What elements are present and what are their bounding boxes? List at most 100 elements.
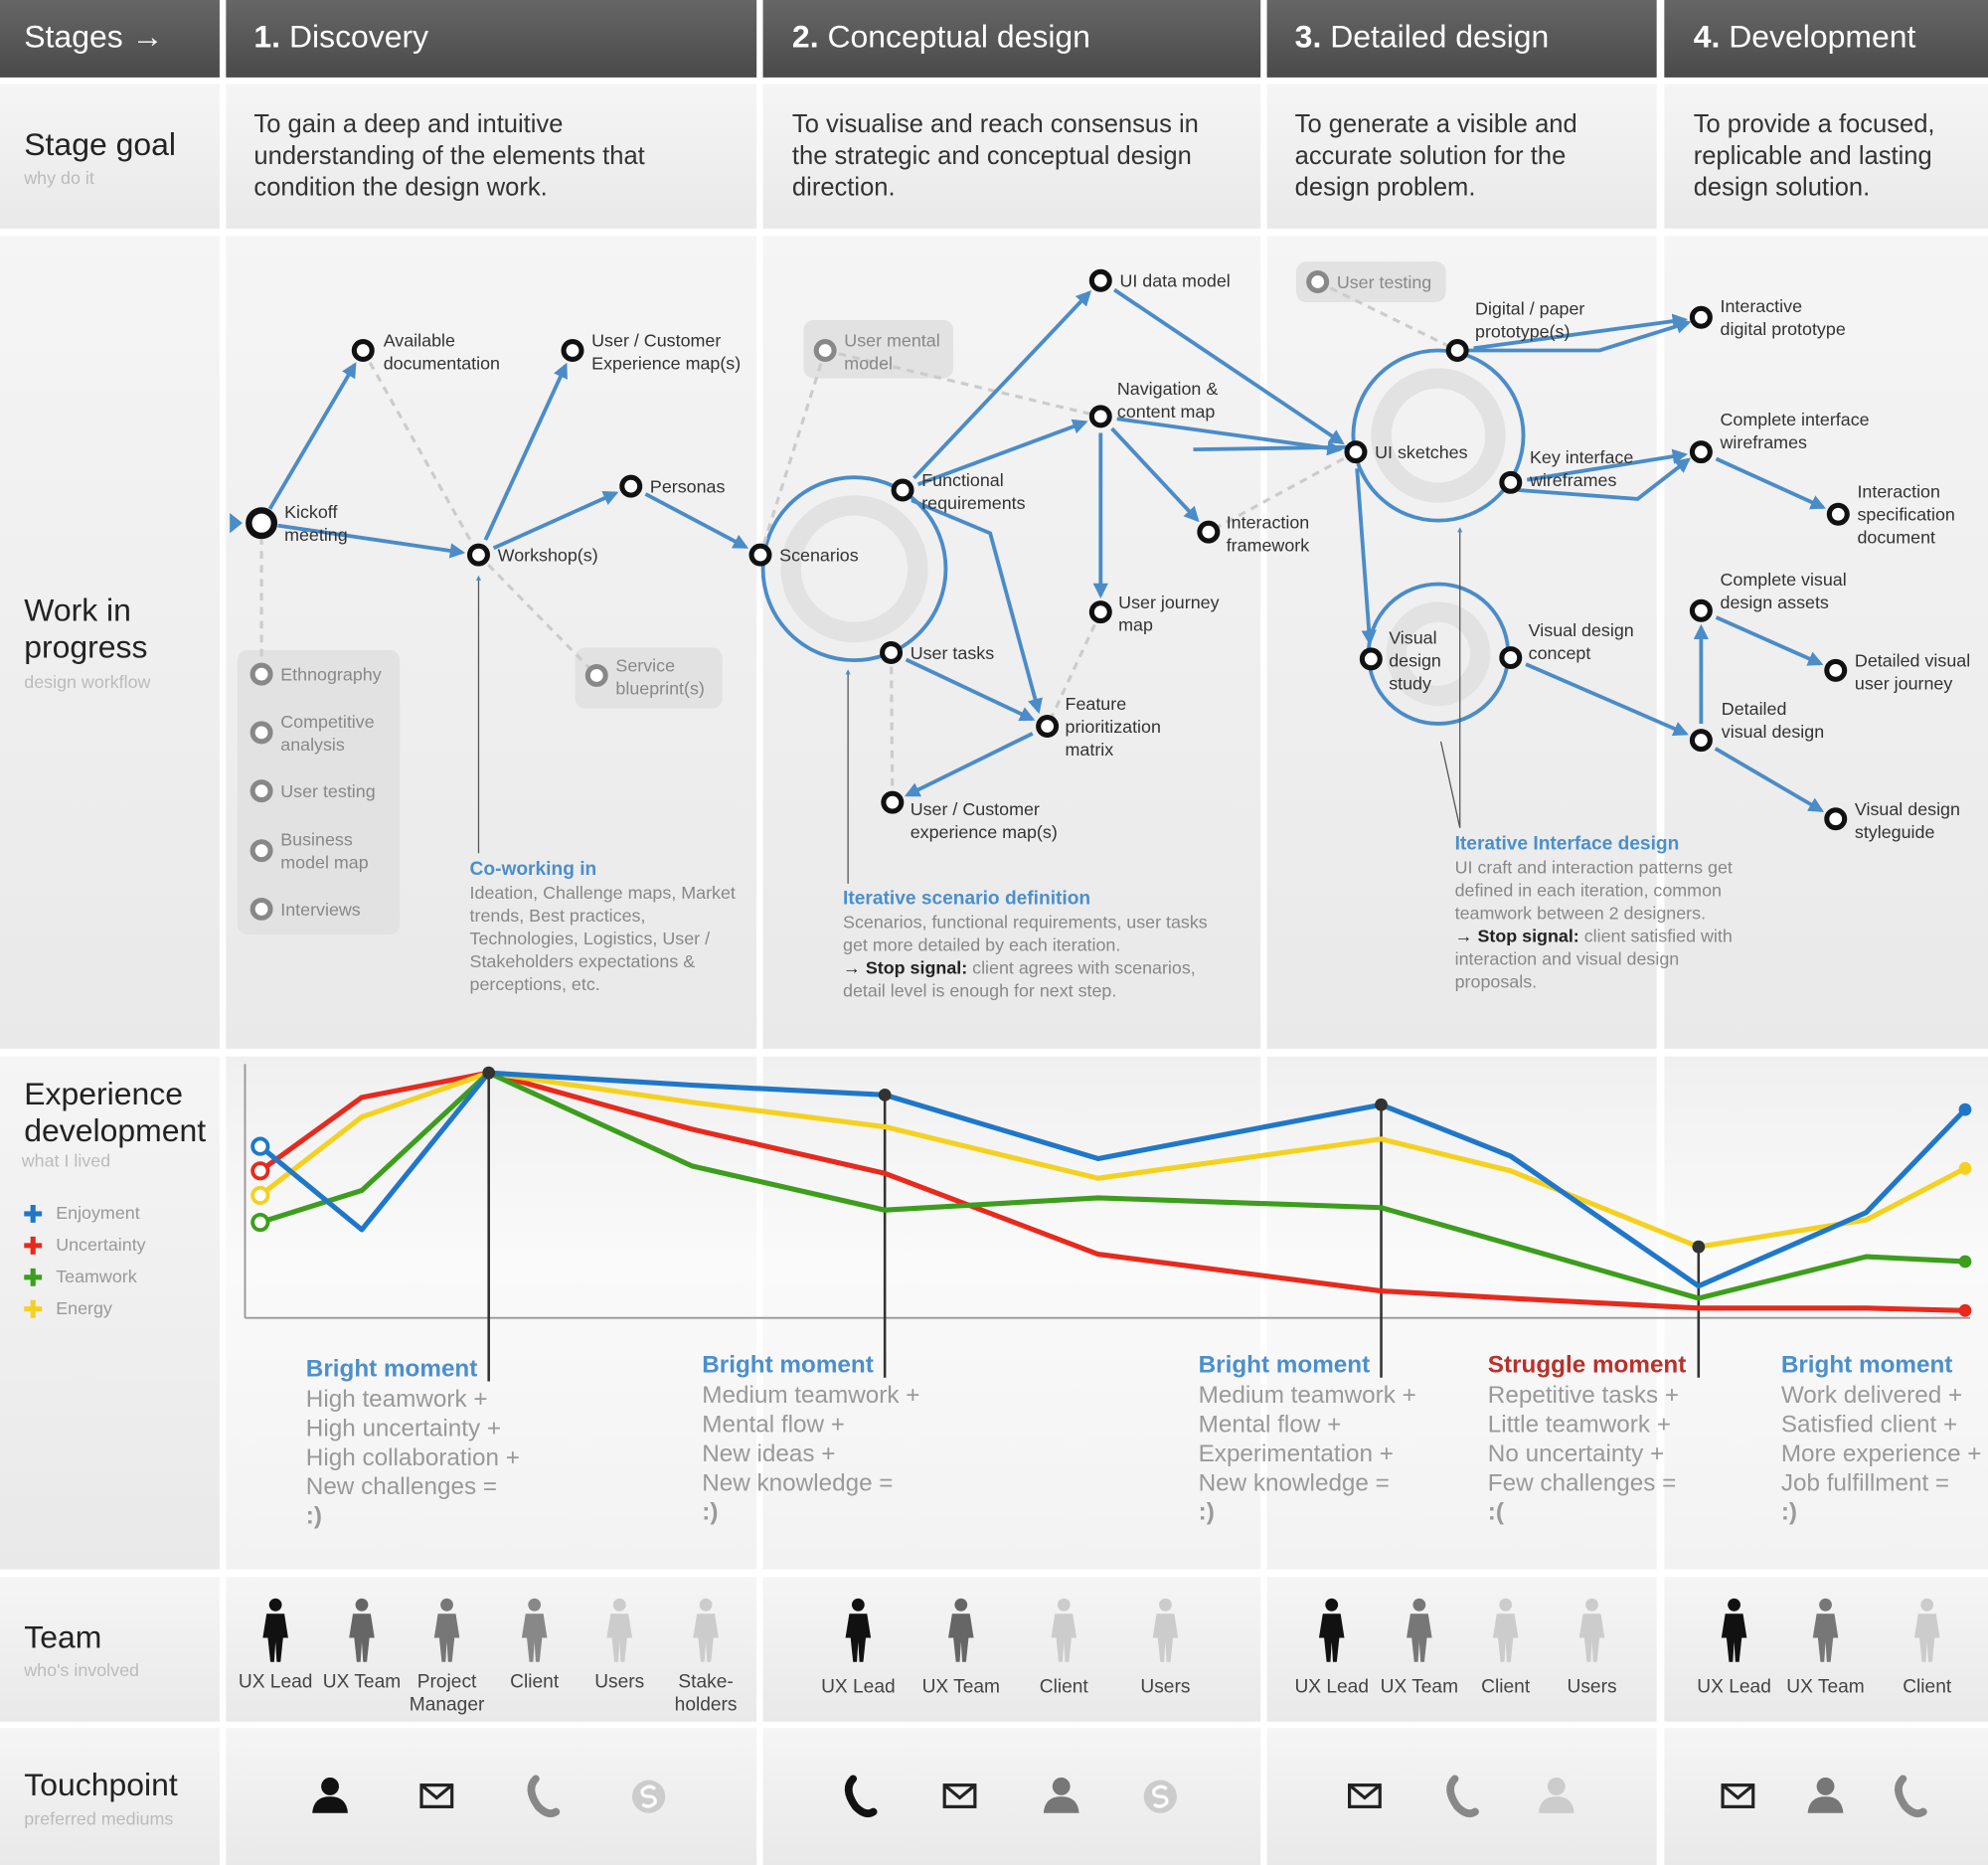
row-title: Experience development: [24, 1077, 207, 1149]
node-label: design: [1389, 649, 1441, 671]
team-label: UX Lead: [821, 1675, 896, 1698]
row-title: Work in progress: [24, 593, 148, 666]
icon-phone: [1895, 1775, 1927, 1817]
node-label: Visual design: [1854, 798, 1960, 819]
node: [249, 721, 273, 745]
icon-person: [1043, 1796, 1079, 1813]
note-text: UI craft and interaction patterns get de…: [1454, 857, 1733, 924]
link: [1525, 662, 1689, 737]
person-head: [1819, 1598, 1832, 1611]
row-subtitle: design workflow: [24, 671, 151, 693]
node-label: blueprint(s): [615, 677, 705, 699]
stage-name: Discovery: [288, 19, 429, 55]
node: [1689, 598, 1713, 622]
stage-title: 1. Discovery: [253, 19, 428, 56]
icon-person: [1807, 1796, 1844, 1813]
team-label: Client: [1039, 1675, 1088, 1698]
node: [619, 474, 643, 498]
person-head: [440, 1598, 453, 1611]
panel: [0, 1728, 220, 1865]
link: [1714, 747, 1825, 813]
node-label: experience map(s): [910, 821, 1058, 842]
moment-line-text: Job fulfillment =: [1780, 1469, 1950, 1497]
node-label: wireframes: [1720, 431, 1807, 452]
icon-skype: [640, 1784, 657, 1808]
icon-phone: [527, 1775, 561, 1817]
moment-title: Bright moment: [702, 1352, 874, 1379]
node-label: User testing: [280, 780, 376, 801]
stage-number: 3.: [1294, 19, 1322, 55]
person-body: [606, 1613, 633, 1662]
moment-line-text: High uncertainty +: [305, 1416, 502, 1442]
moment-line-text: No uncertainty +: [1487, 1441, 1665, 1468]
start-point: [250, 1185, 270, 1206]
legend-marker: [24, 1299, 43, 1318]
stage-number: 4.: [1693, 19, 1721, 55]
person-head: [1728, 1598, 1740, 1611]
moment-line-text: Work delivered +: [1780, 1382, 1963, 1410]
person-body: [521, 1613, 548, 1662]
node: [249, 779, 273, 803]
node-label: Ethnography: [280, 663, 382, 685]
start-point: [250, 1161, 270, 1181]
team-label: UX Lead: [1697, 1675, 1771, 1698]
person-head: [612, 1598, 626, 1611]
person-head: [1159, 1598, 1172, 1611]
node-label: model: [844, 353, 894, 374]
person-body: [349, 1613, 375, 1662]
icon-phone: [844, 1775, 878, 1817]
stage-name: Development: [1729, 19, 1916, 55]
node: [584, 663, 608, 687]
panel: [1664, 84, 1988, 229]
link: [911, 498, 1043, 715]
node-label: User mental: [844, 330, 940, 351]
link: [277, 523, 466, 559]
person-head: [699, 1598, 713, 1611]
stage-name: Conceptual design: [827, 19, 1090, 55]
moment-line-text: Few challenges =: [1487, 1469, 1677, 1497]
link: [1110, 426, 1200, 523]
stage-name: Detailed design: [1330, 19, 1550, 55]
node: [813, 338, 837, 362]
cycle-shade: [780, 495, 928, 643]
node: [1197, 520, 1221, 544]
node: [561, 338, 584, 362]
moment-title: Bright moment: [305, 1355, 478, 1383]
moment-line-text: More experience +: [1780, 1441, 1982, 1468]
dashed-link: [889, 652, 895, 803]
moment-line-text: New knowledge =: [1198, 1469, 1390, 1497]
dashed-link: [361, 349, 480, 556]
person-body: [1318, 1613, 1345, 1662]
legend-marker: [24, 1205, 43, 1223]
row-title: Touchpoint: [24, 1767, 178, 1803]
panel: [762, 84, 1261, 229]
panel: [1266, 1728, 1657, 1865]
note-title: Iterative scenario definition: [843, 887, 1091, 910]
panel: [0, 236, 220, 1049]
node-label: Digital / paper: [1475, 298, 1585, 319]
panel: [226, 84, 757, 229]
legend-marker: [24, 1268, 43, 1286]
icon-mail: [419, 1783, 453, 1800]
grey-box: [575, 647, 723, 709]
node-label: Detailed: [1721, 698, 1787, 719]
icon-person: [1052, 1777, 1071, 1795]
kickoff-arrow: [230, 512, 243, 534]
team-label: Project Manager: [409, 1670, 485, 1716]
panel: [0, 1056, 220, 1570]
moment-line-text: High collaboration +: [305, 1444, 520, 1472]
panel: [226, 0, 757, 78]
cycle: [1351, 348, 1526, 523]
node-label: Feature: [1065, 693, 1127, 714]
moment-line-text: Mental flow +: [702, 1412, 845, 1439]
node: [881, 790, 905, 814]
moment-line-text: Medium teamwork +: [1198, 1382, 1416, 1410]
stop-label: → Stop signal:: [843, 956, 968, 978]
node: [1826, 502, 1850, 526]
row-subtitle: preferred mediums: [24, 1807, 174, 1829]
node: [246, 507, 278, 540]
panel: [762, 1577, 1261, 1722]
team-label: Users: [594, 1670, 645, 1693]
person-body: [1051, 1613, 1077, 1662]
moment-line-text: :): [1198, 1499, 1215, 1527]
